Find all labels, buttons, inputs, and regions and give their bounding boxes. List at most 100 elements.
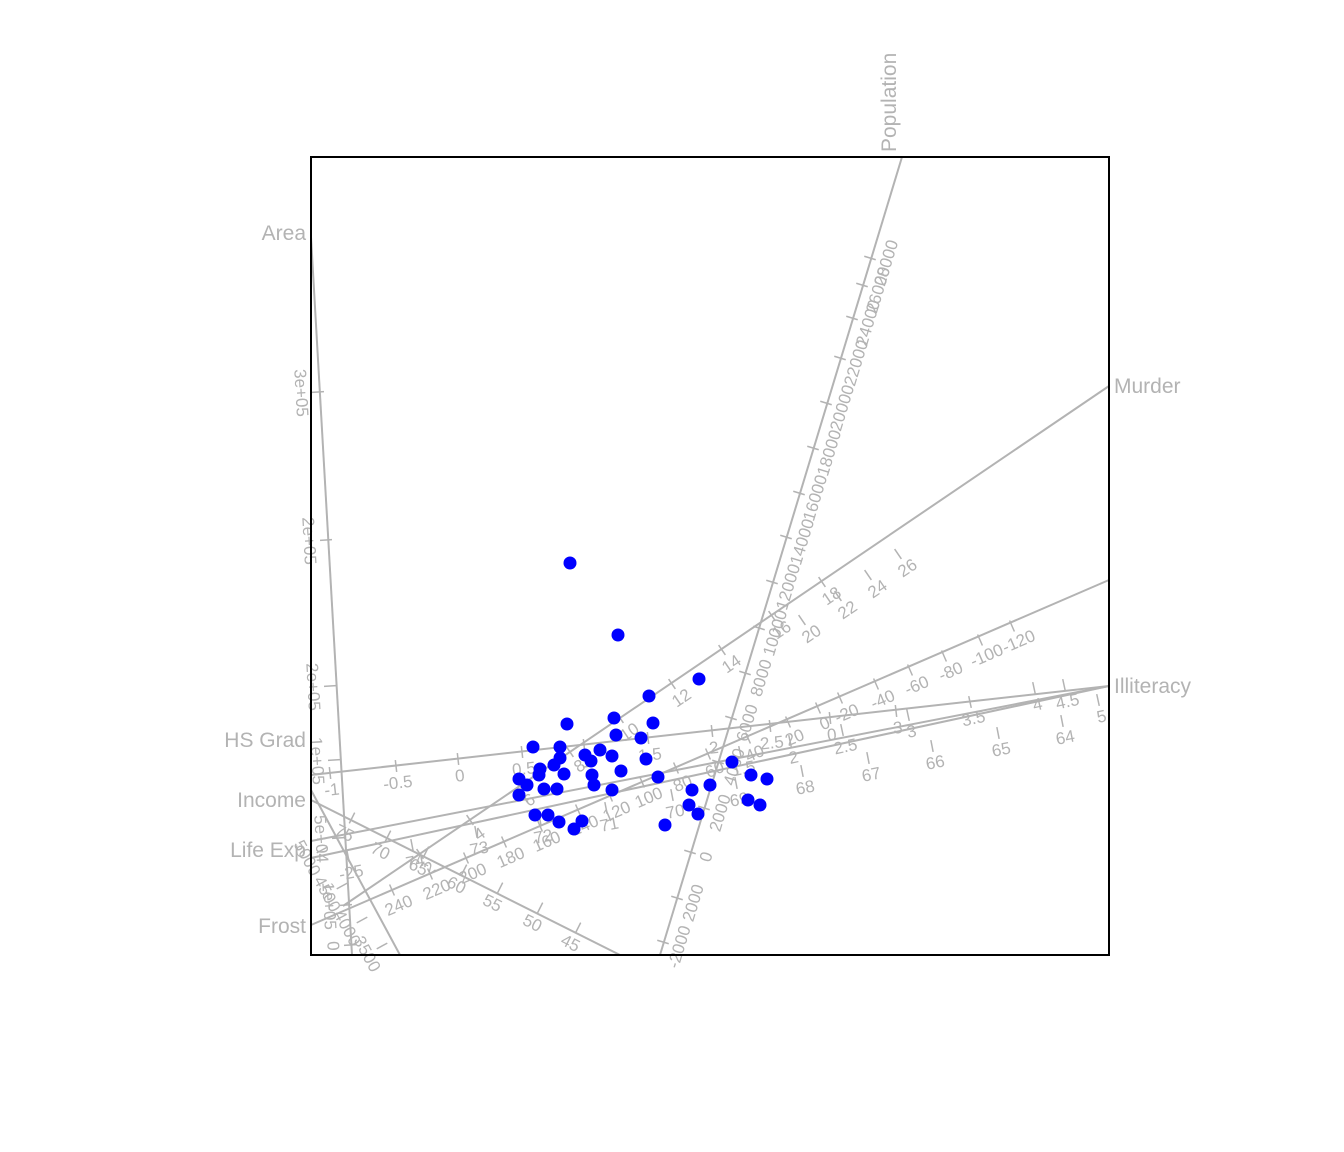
axis-tick (710, 724, 714, 738)
axis-tick (657, 939, 669, 945)
tick-label: 3e+05 (290, 369, 312, 418)
axis-tick (462, 852, 470, 864)
data-point (611, 628, 625, 642)
tick-label: 72 (532, 826, 554, 848)
data-point (575, 814, 589, 828)
tick-label: 2.5 (759, 732, 785, 754)
axis-tick (807, 445, 819, 451)
axis-tick (768, 610, 776, 622)
axis-tick (996, 726, 1000, 740)
data-point (691, 807, 705, 821)
axis-tick (348, 812, 356, 824)
data-point (547, 758, 561, 772)
axis-tick (316, 846, 328, 854)
axis-name: Area (262, 222, 307, 245)
axis-tick (319, 538, 333, 542)
axis-tick (426, 868, 434, 880)
axis-tick (574, 804, 582, 816)
axis-tick (323, 684, 337, 688)
axis-tick (456, 752, 460, 766)
axis-tick (311, 390, 325, 394)
axis-tick (1060, 714, 1064, 728)
axis-tick (668, 678, 676, 690)
tick-label: 65 (990, 739, 1012, 761)
axis-line (310, 579, 1110, 926)
axis-tick (780, 534, 792, 540)
tick-label: 5 (1095, 706, 1108, 727)
axis-tick (872, 678, 880, 690)
axis-tick (976, 634, 984, 646)
tick-label: -0.5 (382, 772, 413, 794)
axis-tick (846, 315, 858, 321)
tick-label: 64 (1054, 727, 1076, 749)
axis-tick (856, 282, 868, 288)
tick-label: 2e+05 (298, 517, 320, 566)
data-point (528, 808, 542, 822)
axis-tick (327, 758, 341, 762)
axis-tick (574, 922, 582, 934)
axis-tick (744, 732, 752, 744)
axis-tick (766, 579, 778, 585)
tick-label: 2e+05 (302, 663, 324, 712)
axis-name: Income (237, 789, 306, 812)
axis-line (310, 685, 1110, 776)
axis-tick (840, 723, 844, 737)
axis-tick (684, 849, 696, 855)
axis-tick (1008, 620, 1016, 632)
axis-tick (906, 708, 910, 722)
axis-name: Illiteracy (1114, 675, 1192, 698)
axis-tick (1062, 678, 1066, 692)
axis-line (310, 789, 401, 956)
axis-tick (520, 745, 524, 759)
axis-tick (725, 715, 737, 721)
axis-tick (496, 882, 504, 894)
data-point (614, 764, 628, 778)
axis-tick (422, 846, 430, 858)
axis-tick (798, 614, 806, 626)
axis-name: Population (878, 53, 901, 152)
data-point (605, 783, 619, 797)
tick-label: 3 (905, 721, 918, 742)
data-point (692, 672, 706, 686)
axis-tick (800, 764, 804, 778)
axis-tick (646, 731, 650, 745)
tick-label: 70 (664, 801, 686, 823)
axis-tick (1096, 693, 1100, 707)
data-point (642, 689, 656, 703)
axis-tick (394, 759, 398, 773)
axis-tick (718, 644, 726, 656)
data-point (658, 818, 672, 832)
axis-tick (866, 751, 870, 765)
data-point (646, 716, 660, 730)
axis-tick (604, 801, 608, 815)
axis-tick (500, 836, 508, 848)
axis-tick (940, 650, 948, 662)
axis-line (310, 685, 1110, 842)
axis-tick (828, 711, 832, 725)
axis-line (659, 156, 903, 956)
axis-tick (670, 788, 674, 802)
data-point (550, 782, 564, 796)
data-point (607, 711, 621, 725)
data-point (651, 770, 665, 784)
axis-tick (671, 895, 683, 901)
data-point (557, 767, 571, 781)
axis-tick (930, 739, 934, 753)
axis-name: Life Exp (230, 839, 306, 862)
axis-tick (906, 664, 914, 676)
data-point (760, 772, 774, 786)
axis-tick (339, 903, 353, 907)
data-point (526, 740, 540, 754)
axis-tick (376, 942, 388, 950)
axis-tick (536, 902, 544, 914)
tick-label: 67 (860, 764, 882, 786)
axis-tick (894, 548, 902, 560)
axis-name: HS Grad (224, 729, 306, 752)
axis-tick (698, 805, 710, 811)
tick-label: 2.5 (832, 735, 859, 759)
data-point (552, 815, 566, 829)
axis-name: Murder (1114, 375, 1181, 398)
data-point (605, 749, 619, 763)
axis-tick (566, 746, 574, 758)
axis-line (310, 236, 353, 956)
